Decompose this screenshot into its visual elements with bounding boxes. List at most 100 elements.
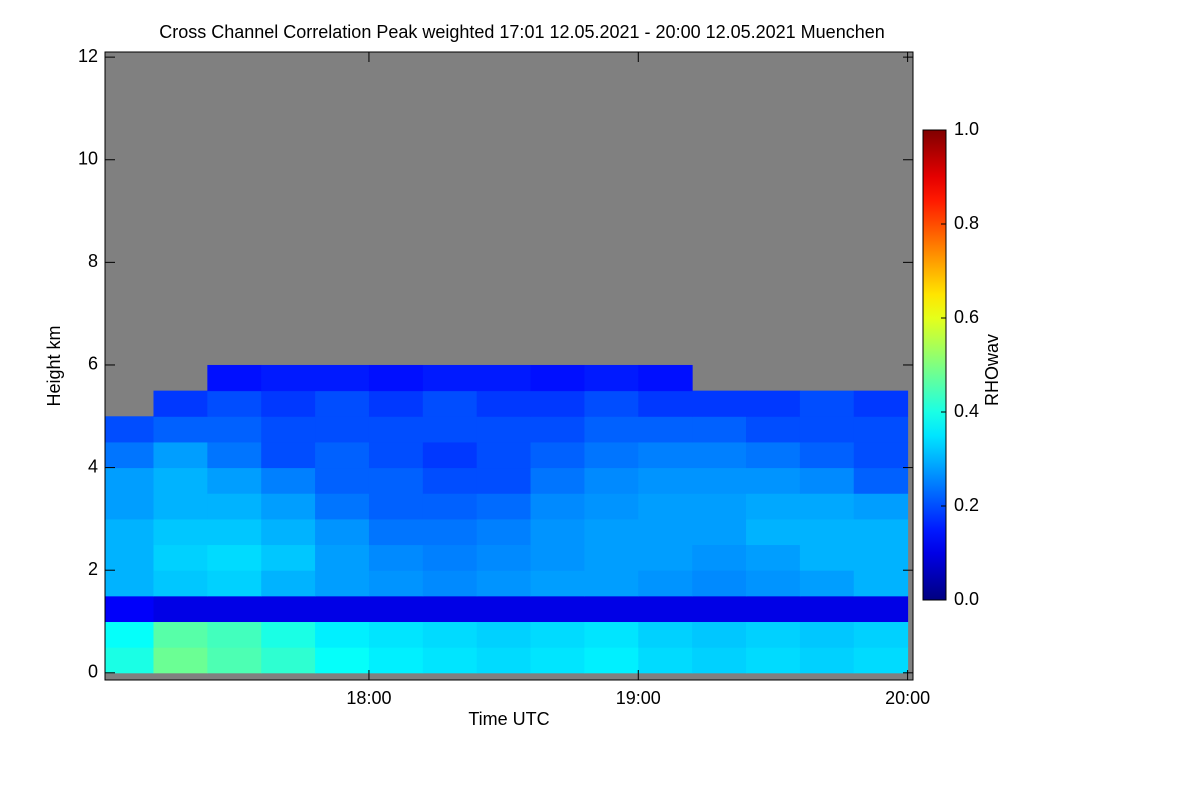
heatmap-cell: [368, 518, 424, 546]
heatmap-cell: [584, 390, 639, 417]
heatmap-cell: [261, 518, 316, 546]
heatmap: [105, 364, 909, 674]
x-axis-label: Time UTC: [468, 709, 549, 729]
heatmap-cell: [799, 621, 855, 648]
heatmap-cell: [368, 493, 424, 520]
heatmap-cell: [638, 467, 693, 494]
heatmap-cell: [853, 621, 909, 648]
heatmap-cell: [476, 544, 532, 571]
heatmap-cell: [746, 621, 801, 648]
heatmap-cell: [422, 647, 478, 674]
heatmap-cell: [584, 518, 639, 546]
heatmap-cell: [261, 493, 316, 520]
heatmap-cell: [207, 467, 262, 494]
heatmap-cell: [853, 544, 909, 571]
heatmap-cell: [853, 595, 909, 623]
heatmap-cell: [799, 544, 855, 571]
heatmap-cell: [530, 621, 585, 648]
heatmap-cell: [207, 595, 262, 623]
heatmap-cell: [584, 467, 639, 494]
heatmap-cell: [153, 544, 208, 571]
colorbar-tick-label: 0.6: [954, 307, 979, 327]
heatmap-cell: [638, 595, 693, 623]
heatmap-cell: [368, 390, 424, 417]
heatmap-cell: [692, 595, 747, 623]
heatmap-cell: [638, 364, 693, 392]
heatmap-cell: [105, 595, 154, 623]
heatmap-cell: [476, 441, 532, 469]
heatmap-cell: [799, 441, 855, 469]
heatmap-cell: [153, 518, 208, 546]
heatmap-cell: [422, 441, 478, 469]
heatmap-cell: [207, 544, 262, 571]
heatmap-cell: [584, 570, 639, 597]
heatmap-cell: [853, 493, 909, 520]
heatmap-cell: [530, 364, 585, 392]
heatmap-cell: [530, 441, 585, 469]
heatmap-cell: [692, 390, 747, 417]
heatmap-cell: [315, 416, 370, 443]
heatmap-cell: [530, 595, 585, 623]
heatmap-cell: [638, 544, 693, 571]
heatmap-cell: [315, 647, 370, 674]
heatmap-cell: [422, 467, 478, 494]
heatmap-cell: [261, 570, 316, 597]
heatmap-cell: [207, 416, 262, 443]
heatmap-cell: [105, 570, 154, 597]
heatmap-cell: [207, 570, 262, 597]
heatmap-cell: [853, 416, 909, 443]
heatmap-cell: [584, 544, 639, 571]
heatmap-cell: [799, 570, 855, 597]
heatmap-cell: [422, 621, 478, 648]
heatmap-cell: [207, 364, 262, 392]
colorbar-tick-label: 0.0: [954, 589, 979, 609]
heatmap-cell: [368, 467, 424, 494]
heatmap-cell: [853, 390, 909, 417]
heatmap-cell: [261, 544, 316, 571]
y-tick-label: 0: [88, 662, 98, 682]
heatmap-cell: [315, 467, 370, 494]
colorbar: [922, 129, 947, 601]
heatmap-cell: [746, 416, 801, 443]
heatmap-cell: [799, 416, 855, 443]
heatmap-cell: [638, 518, 693, 546]
heatmap-cell: [638, 647, 693, 674]
heatmap-cell: [799, 467, 855, 494]
heatmap-cell: [476, 364, 532, 392]
heatmap-cell: [153, 390, 208, 417]
heatmap-cell: [368, 441, 424, 469]
y-tick-label: 2: [88, 559, 98, 579]
x-tick-label: 19:00: [616, 688, 661, 708]
heatmap-cell: [105, 416, 154, 443]
heatmap-cell: [530, 570, 585, 597]
heatmap-cell: [638, 570, 693, 597]
heatmap-cell: [153, 441, 208, 469]
heatmap-cell: [584, 595, 639, 623]
heatmap-cell: [422, 570, 478, 597]
heatmap-cell: [692, 621, 747, 648]
heatmap-cell: [261, 647, 316, 674]
heatmap-cell: [261, 621, 316, 648]
heatmap-cell: [261, 416, 316, 443]
heatmap-cell: [584, 364, 639, 392]
heatmap-cell: [692, 647, 747, 674]
heatmap-cell: [315, 441, 370, 469]
colorbar-tick-label: 0.2: [954, 495, 979, 515]
heatmap-cell: [105, 647, 154, 674]
heatmap-cell: [584, 493, 639, 520]
heatmap-cell: [746, 647, 801, 674]
heatmap-cell: [368, 595, 424, 623]
plot-frame: [104, 51, 914, 681]
heatmap-cell: [153, 570, 208, 597]
heatmap-cell: [530, 544, 585, 571]
heatmap-cell: [692, 467, 747, 494]
heatmap-cell: [530, 518, 585, 546]
heatmap-cell: [153, 595, 208, 623]
heatmap-cell: [315, 390, 370, 417]
heatmap-cell: [207, 390, 262, 417]
colorbar-tick-label: 1.0: [954, 119, 979, 139]
heatmap-cell: [530, 493, 585, 520]
heatmap-cell: [207, 621, 262, 648]
heatmap-cell: [105, 544, 154, 571]
colorbar-tick-label: 0.8: [954, 213, 979, 233]
